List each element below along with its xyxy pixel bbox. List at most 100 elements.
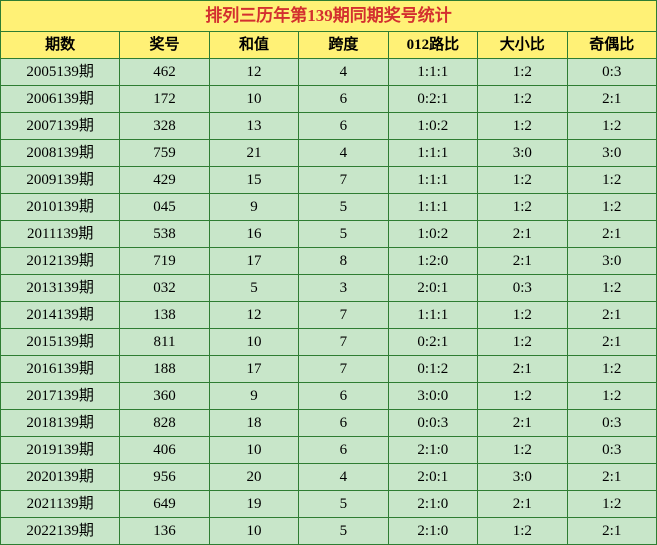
cell-17-6: 2:1 — [567, 518, 656, 545]
stats-table: 排列三历年第139期同期奖号统计 期数奖号和值跨度012路比大小比奇偶比 200… — [0, 0, 657, 545]
cell-14-3: 6 — [299, 437, 388, 464]
cell-17-3: 5 — [299, 518, 388, 545]
cell-4-1: 429 — [120, 167, 209, 194]
cell-4-2: 15 — [209, 167, 298, 194]
table-row: 2011139期5381651:0:22:12:1 — [1, 221, 657, 248]
cell-16-4: 2:1:0 — [388, 491, 477, 518]
cell-2-4: 1:0:2 — [388, 113, 477, 140]
column-header-5: 大小比 — [478, 32, 567, 59]
cell-2-3: 6 — [299, 113, 388, 140]
table-row: 2010139期045951:1:11:21:2 — [1, 194, 657, 221]
cell-10-3: 7 — [299, 329, 388, 356]
cell-15-2: 20 — [209, 464, 298, 491]
cell-11-6: 1:2 — [567, 356, 656, 383]
column-header-0: 期数 — [1, 32, 120, 59]
cell-12-4: 3:0:0 — [388, 383, 477, 410]
cell-14-0: 2019139期 — [1, 437, 120, 464]
column-header-6: 奇偶比 — [567, 32, 656, 59]
cell-15-0: 2020139期 — [1, 464, 120, 491]
cell-6-6: 2:1 — [567, 221, 656, 248]
cell-14-4: 2:1:0 — [388, 437, 477, 464]
table-row: 2007139期3281361:0:21:21:2 — [1, 113, 657, 140]
cell-14-1: 406 — [120, 437, 209, 464]
cell-3-0: 2008139期 — [1, 140, 120, 167]
cell-15-6: 2:1 — [567, 464, 656, 491]
cell-5-4: 1:1:1 — [388, 194, 477, 221]
cell-12-5: 1:2 — [478, 383, 567, 410]
cell-2-0: 2007139期 — [1, 113, 120, 140]
cell-13-5: 2:1 — [478, 410, 567, 437]
cell-13-3: 6 — [299, 410, 388, 437]
cell-4-0: 2009139期 — [1, 167, 120, 194]
cell-15-5: 3:0 — [478, 464, 567, 491]
cell-6-3: 5 — [299, 221, 388, 248]
cell-17-1: 136 — [120, 518, 209, 545]
table-row: 2006139期1721060:2:11:22:1 — [1, 86, 657, 113]
cell-11-0: 2016139期 — [1, 356, 120, 383]
cell-0-5: 1:2 — [478, 59, 567, 86]
cell-17-4: 2:1:0 — [388, 518, 477, 545]
cell-10-4: 0:2:1 — [388, 329, 477, 356]
cell-7-2: 17 — [209, 248, 298, 275]
table-row: 2018139期8281860:0:32:10:3 — [1, 410, 657, 437]
cell-17-0: 2022139期 — [1, 518, 120, 545]
cell-1-5: 1:2 — [478, 86, 567, 113]
cell-7-0: 2012139期 — [1, 248, 120, 275]
column-header-4: 012路比 — [388, 32, 477, 59]
cell-10-5: 1:2 — [478, 329, 567, 356]
cell-3-6: 3:0 — [567, 140, 656, 167]
cell-10-1: 811 — [120, 329, 209, 356]
table-row: 2014139期1381271:1:11:22:1 — [1, 302, 657, 329]
cell-7-6: 3:0 — [567, 248, 656, 275]
cell-6-5: 2:1 — [478, 221, 567, 248]
cell-1-4: 0:2:1 — [388, 86, 477, 113]
cell-13-0: 2018139期 — [1, 410, 120, 437]
cell-1-0: 2006139期 — [1, 86, 120, 113]
cell-5-2: 9 — [209, 194, 298, 221]
cell-8-6: 1:2 — [567, 275, 656, 302]
cell-9-3: 7 — [299, 302, 388, 329]
table-row: 2008139期7592141:1:13:03:0 — [1, 140, 657, 167]
cell-3-1: 759 — [120, 140, 209, 167]
table-row: 2013139期032532:0:10:31:2 — [1, 275, 657, 302]
cell-1-6: 2:1 — [567, 86, 656, 113]
cell-8-1: 032 — [120, 275, 209, 302]
cell-2-6: 1:2 — [567, 113, 656, 140]
cell-17-2: 10 — [209, 518, 298, 545]
cell-3-3: 4 — [299, 140, 388, 167]
column-header-2: 和值 — [209, 32, 298, 59]
cell-2-1: 328 — [120, 113, 209, 140]
column-header-3: 跨度 — [299, 32, 388, 59]
cell-5-6: 1:2 — [567, 194, 656, 221]
cell-13-4: 0:0:3 — [388, 410, 477, 437]
cell-6-2: 16 — [209, 221, 298, 248]
cell-8-5: 0:3 — [478, 275, 567, 302]
cell-11-2: 17 — [209, 356, 298, 383]
cell-13-1: 828 — [120, 410, 209, 437]
cell-15-4: 2:0:1 — [388, 464, 477, 491]
cell-4-4: 1:1:1 — [388, 167, 477, 194]
cell-4-6: 1:2 — [567, 167, 656, 194]
table-row: 2005139期4621241:1:11:20:3 — [1, 59, 657, 86]
cell-10-6: 2:1 — [567, 329, 656, 356]
cell-13-2: 18 — [209, 410, 298, 437]
cell-16-5: 2:1 — [478, 491, 567, 518]
table-row: 2016139期1881770:1:22:11:2 — [1, 356, 657, 383]
cell-1-3: 6 — [299, 86, 388, 113]
cell-6-0: 2011139期 — [1, 221, 120, 248]
table-row: 2015139期8111070:2:11:22:1 — [1, 329, 657, 356]
cell-14-5: 1:2 — [478, 437, 567, 464]
cell-8-0: 2013139期 — [1, 275, 120, 302]
cell-11-1: 188 — [120, 356, 209, 383]
column-header-1: 奖号 — [120, 32, 209, 59]
cell-13-6: 0:3 — [567, 410, 656, 437]
cell-0-2: 12 — [209, 59, 298, 86]
cell-7-4: 1:2:0 — [388, 248, 477, 275]
cell-5-3: 5 — [299, 194, 388, 221]
cell-16-0: 2021139期 — [1, 491, 120, 518]
table-row: 2012139期7191781:2:02:13:0 — [1, 248, 657, 275]
cell-3-5: 3:0 — [478, 140, 567, 167]
cell-7-5: 2:1 — [478, 248, 567, 275]
cell-10-2: 10 — [209, 329, 298, 356]
cell-16-2: 19 — [209, 491, 298, 518]
